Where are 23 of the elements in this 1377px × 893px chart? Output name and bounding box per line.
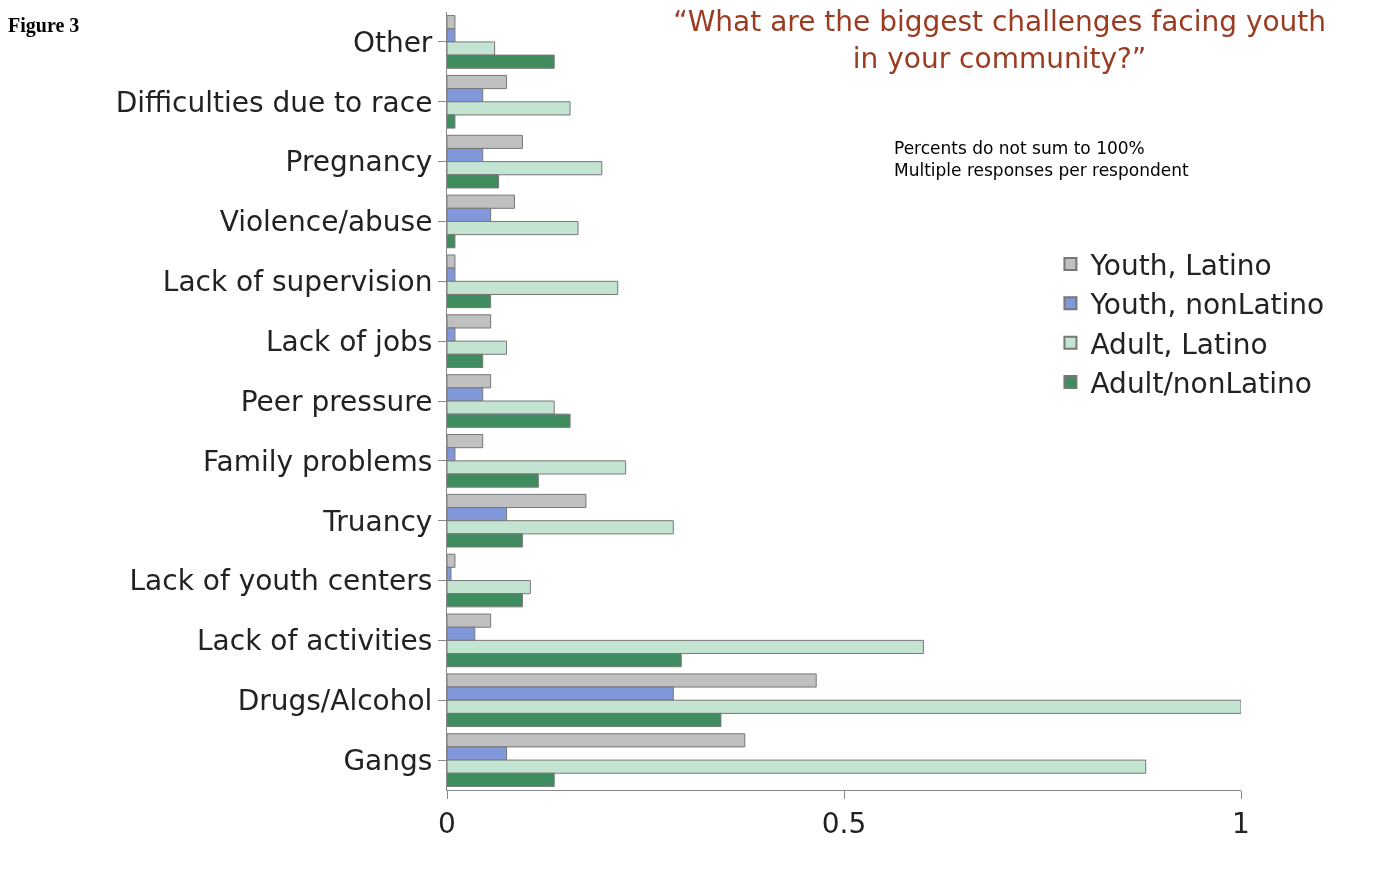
x-tick-label: 0 — [438, 806, 456, 840]
y-tick-label: Lack of jobs — [265, 324, 433, 358]
y-tick-label: Truancy — [322, 504, 433, 538]
annotation: Percents do not sum to 100% Multiple responses per respondent — [894, 138, 1189, 181]
legend-label: Adult/nonLatino — [1090, 367, 1312, 401]
x-tick-label: 1 — [1232, 806, 1250, 840]
y-tick-label: Lack of supervision — [162, 265, 433, 299]
y-tick-label: Lack of activities — [197, 624, 433, 658]
legend-label: Adult, Latino — [1090, 327, 1268, 361]
y-tick-label: Pregnancy — [285, 145, 433, 179]
y-tick-label: Difficulties due to race — [115, 85, 433, 119]
y-tick-label: Peer pressure — [240, 384, 433, 418]
x-tick-label: 0.5 — [821, 806, 867, 840]
legend-label: Youth, Latino — [1089, 248, 1272, 282]
y-tick-label: Gangs — [343, 743, 433, 777]
y-tick-label: Lack of youth centers — [129, 564, 433, 598]
caption: Figure 3 — [8, 14, 80, 37]
y-tick-label: Drugs/Alcohol — [237, 684, 433, 718]
y-tick-label: Violence/abuse — [219, 205, 433, 239]
y-tick-label: Other — [352, 25, 433, 59]
chart-title: “What are the biggest challenges facing youth in your community?” — [673, 5, 1327, 75]
y-tick-label: Family problems — [202, 444, 433, 478]
legend-label: Youth, nonLatino — [1089, 288, 1325, 322]
